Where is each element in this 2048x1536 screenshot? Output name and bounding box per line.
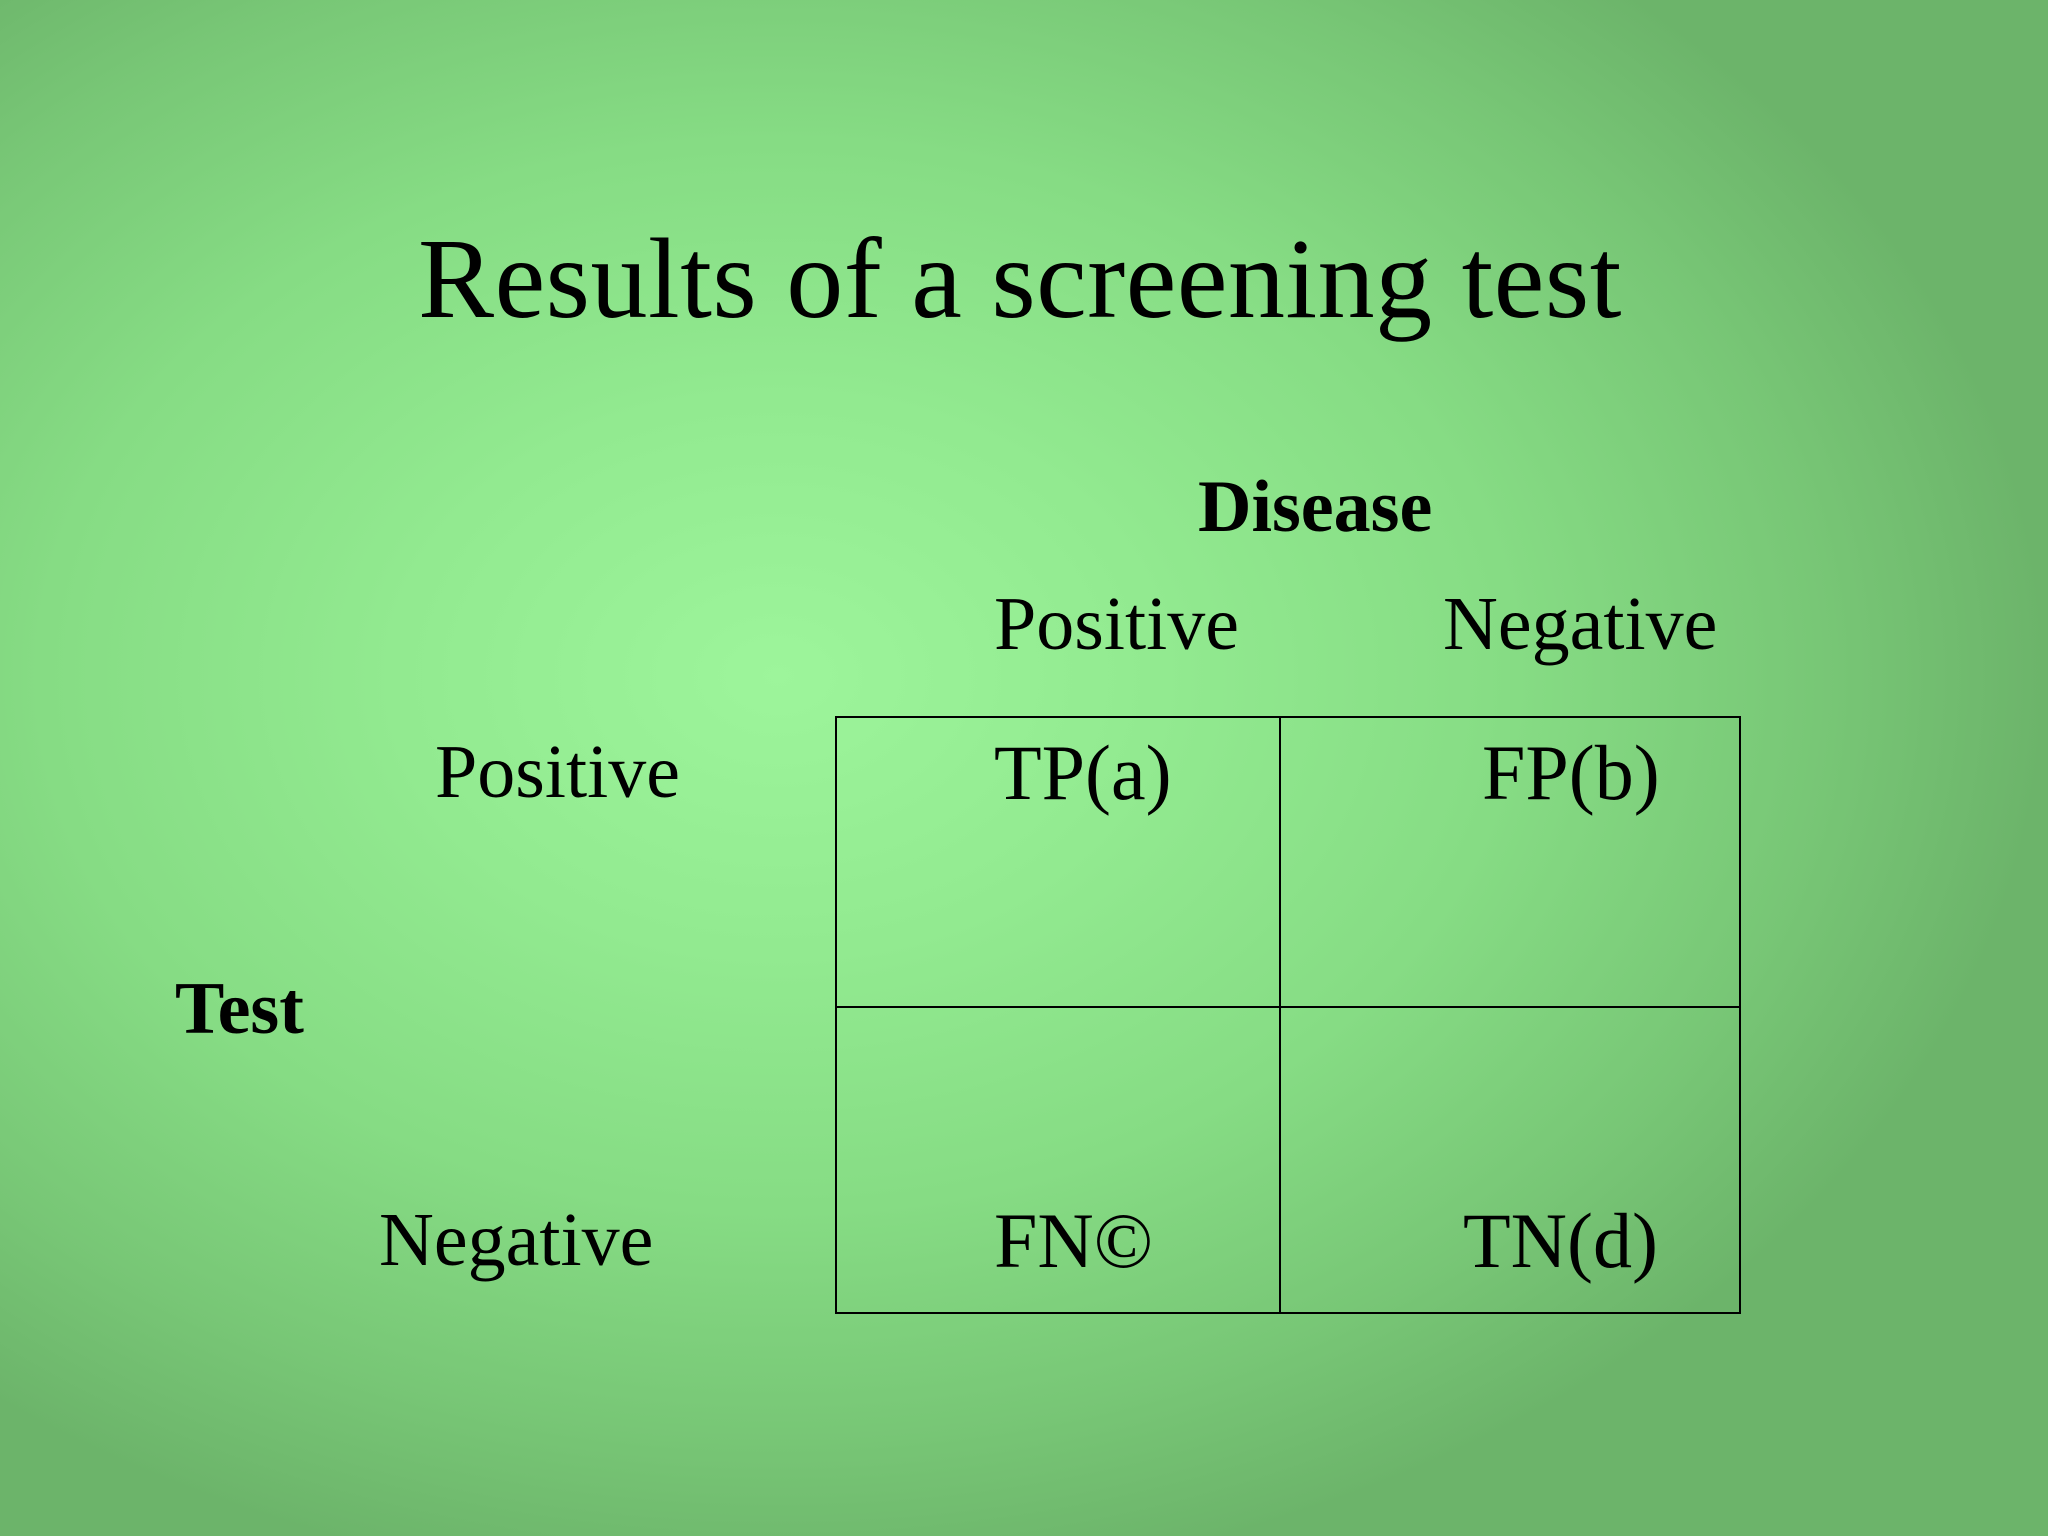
slide-title-text: Results of a screening test: [418, 215, 1622, 342]
slide-title: Results of a screening test: [0, 222, 2048, 336]
cell-true-negative: TN(d): [1463, 1197, 1658, 1284]
column-header-positive: Positive: [994, 582, 1239, 666]
table-outer-border: [835, 716, 1741, 1314]
column-header-negative: Negative: [1443, 582, 1718, 666]
disease-header: Disease: [1198, 466, 1433, 548]
cell-false-negative: FN©: [994, 1197, 1153, 1284]
row-header-negative: Negative: [379, 1198, 654, 1282]
row-header-positive: Positive: [435, 730, 680, 814]
cell-false-positive: FP(b): [1482, 729, 1660, 816]
test-header: Test: [175, 968, 304, 1050]
cell-true-positive: TP(a): [994, 729, 1172, 816]
